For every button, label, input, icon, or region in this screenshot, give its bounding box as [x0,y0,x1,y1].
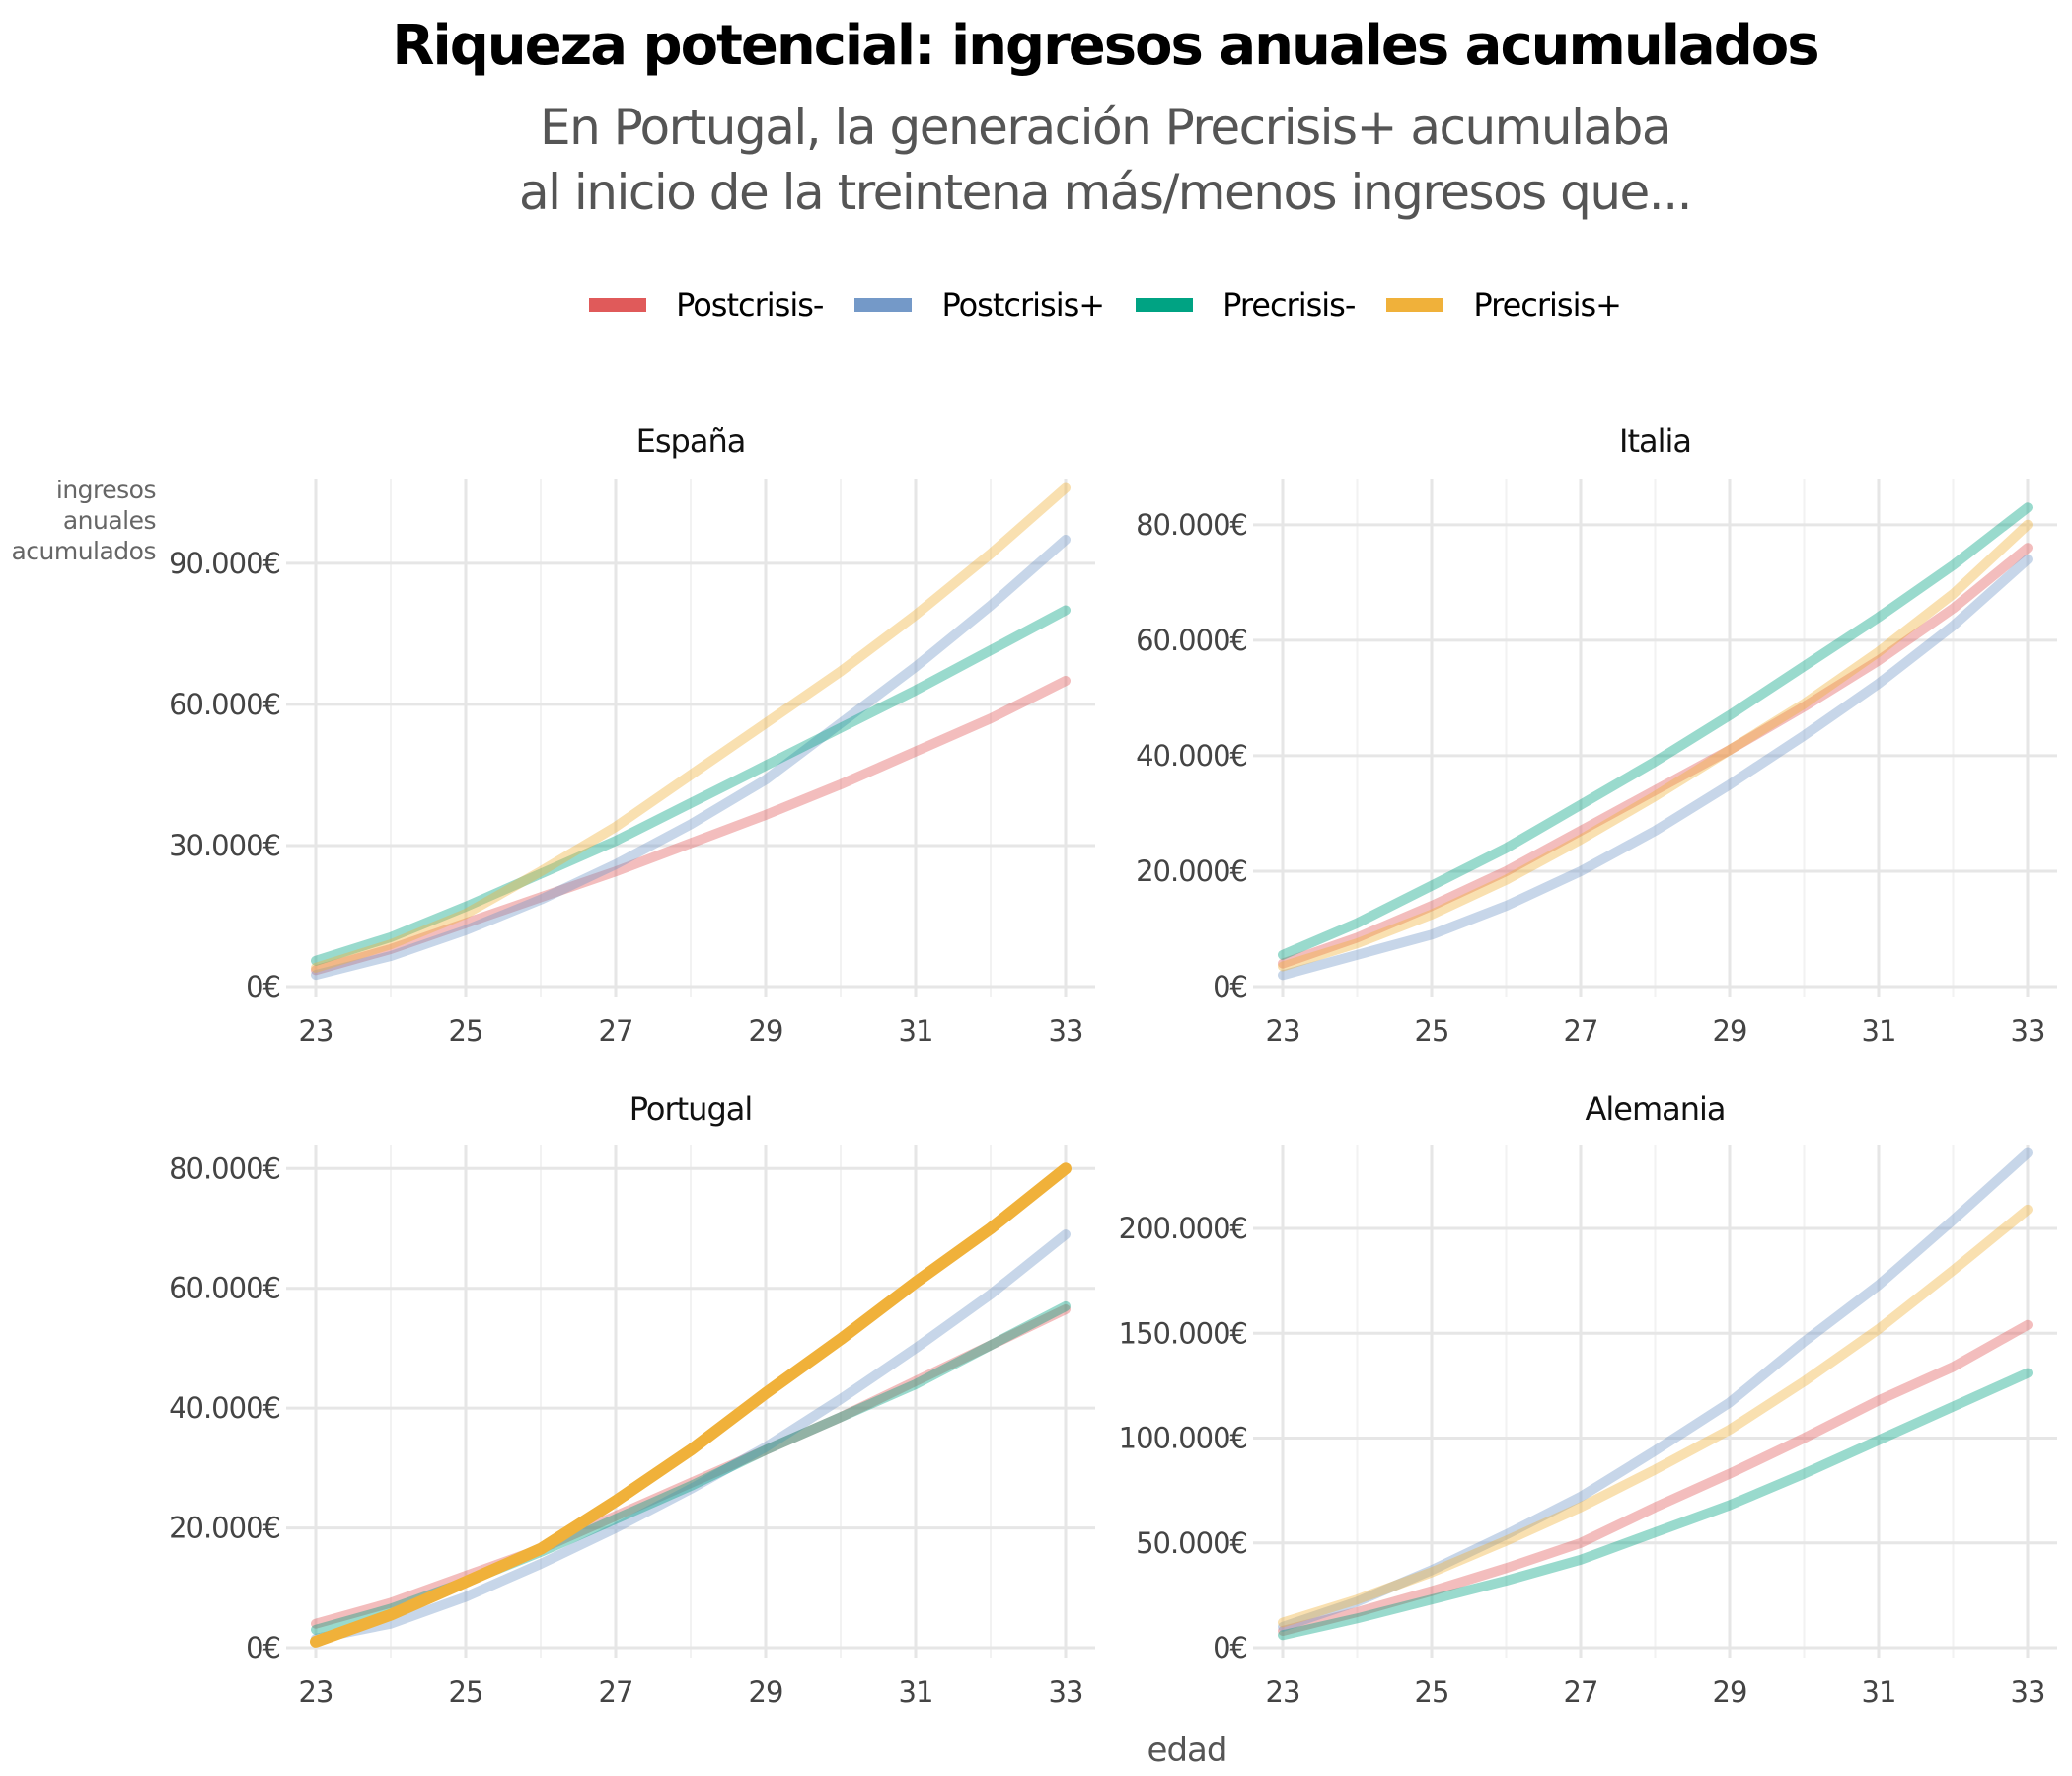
panel-portugal: Portugal 23 25 27 29 31 33 0€ 20.000€ 40.000€ 60.0… [169,1090,1095,1709]
x-tick-label: 27 [1564,1014,1598,1048]
y-axis-label-line-2: anuales [63,506,156,535]
y-tick-label: 80.000€ [169,1151,280,1185]
panel-title: España [636,422,746,460]
series-line-precrisis-plus [311,482,1071,973]
x-tick-label: 29 [749,1675,783,1709]
x-tick-label: 33 [2011,1014,2045,1048]
x-tick-label: 31 [1862,1675,1896,1709]
y-tick-label: 150.000€ [1119,1316,1247,1350]
legend: Postcrisis- Postcrisis+ Precrisis- Precr… [0,280,2072,330]
y-axis-label-line-3: acumulados [11,537,156,565]
y-tick-label: 0€ [1213,970,1247,1003]
series-line-postcrisis-minus [1278,543,2033,969]
y-tick-label: 0€ [1213,1631,1247,1665]
chart-title: Riqueza potencial: ingresos anuales acum… [392,14,1819,78]
legend-key-postcrisis-minus [589,298,647,312]
y-tick-label: 20.000€ [169,1512,280,1545]
panel-alemania: Alemania 23 25 27 29 31 33 0€ 50.000€ 100.000€ 150… [1119,1090,2057,1709]
x-tick-label: 33 [1049,1014,1083,1048]
x-tick-label: 25 [1415,1675,1449,1709]
x-tick-label: 31 [1862,1014,1896,1048]
legend-item-postcrisis-minus: Postcrisis- [589,286,824,324]
series-line-postcrisis-plus [1278,554,2033,981]
y-tick-label: 60.000€ [169,1272,280,1305]
x-tick-label: 25 [449,1675,483,1709]
y-tick-label: 200.000€ [1119,1212,1247,1245]
panel-title: Portugal [629,1090,753,1128]
series-line-postcrisis-plus [311,1229,1071,1644]
series-line-precrisis-plus [1278,519,2033,972]
x-tick-label: 29 [1713,1014,1747,1048]
series-line-postcrisis-minus [311,676,1071,976]
legend-label-precrisis-minus: Precrisis- [1222,286,1356,324]
legend-item-precrisis-plus: Precrisis+ [1386,286,1622,324]
x-axis-label: edad [1147,1731,1227,1770]
x-tick-label: 27 [1564,1675,1598,1709]
x-tick-label: 27 [599,1014,633,1048]
x-tick-label: 27 [599,1675,633,1709]
y-tick-label: 100.000€ [1119,1422,1247,1455]
legend-label-postcrisis-minus: Postcrisis- [676,286,824,324]
series-line-postcrisis-minus [1278,1319,2033,1636]
x-tick-label: 23 [1266,1675,1300,1709]
x-tick-label: 23 [299,1675,333,1709]
x-tick-label: 29 [749,1014,783,1048]
series-line-precrisis-minus [1278,1368,2033,1641]
legend-key-postcrisis-plus [854,298,913,312]
y-tick-label: 80.000€ [1136,508,1247,542]
subtitle-line-1: En Portugal, la generación Precrisis+ ac… [539,99,1672,156]
series-line-precrisis-plus [310,1162,1072,1648]
y-tick-label: 20.000€ [1136,854,1247,888]
series-line-precrisis-minus [1278,502,2033,960]
y-tick-label: 90.000€ [169,547,280,580]
series-line-postcrisis-plus [1278,1147,2033,1632]
chart-subtitle: En Portugal, la generación Precrisis+ ac… [0,95,2072,225]
x-tick-label: 33 [1049,1675,1083,1709]
y-axis-label-line-1: ingresos [56,476,156,504]
legend-key-precrisis-plus [1386,298,1444,312]
legend-label-precrisis-plus: Precrisis+ [1473,286,1622,324]
y-tick-label: 0€ [246,1631,280,1665]
series-line-precrisis-minus [311,605,1071,966]
x-tick-label: 23 [299,1014,333,1048]
x-tick-label: 23 [1266,1014,1300,1048]
legend-key-precrisis-minus [1136,298,1194,312]
y-tick-label: 40.000€ [1136,739,1247,773]
y-tick-label: 30.000€ [169,829,280,862]
x-tick-label: 31 [899,1675,933,1709]
panel-title: Italia [1619,422,1691,460]
y-tick-label: 50.000€ [1136,1526,1247,1560]
y-tick-label: 0€ [246,970,280,1003]
series-line-precrisis-plus [1278,1204,2033,1628]
subtitle-line-2: al inicio de la treintena más/menos ingr… [518,164,1693,221]
legend-item-postcrisis-plus: Postcrisis+ [854,286,1105,324]
x-tick-label: 25 [1415,1014,1449,1048]
x-tick-label: 31 [899,1014,933,1048]
x-tick-label: 25 [449,1014,483,1048]
series-line-postcrisis-minus [311,1304,1071,1629]
x-tick-label: 33 [2011,1675,2045,1709]
y-tick-label: 40.000€ [169,1391,280,1425]
panel-title: Alemania [1585,1090,1725,1128]
legend-item-precrisis-minus: Precrisis- [1136,286,1356,324]
legend-label-postcrisis-plus: Postcrisis+ [941,286,1105,324]
y-tick-label: 60.000€ [169,688,280,721]
x-tick-label: 29 [1713,1675,1747,1709]
series-line-postcrisis-plus [311,535,1071,981]
panel-espana: España 23 25 27 29 31 33 0€ 30.000€ 60.000€ 90.000… [169,422,1095,1048]
y-tick-label: 60.000€ [1136,624,1247,657]
panel-italia: Italia 23 25 27 29 31 33 0€ 20.000€ 40.000€ 60.000… [1136,422,2057,1048]
